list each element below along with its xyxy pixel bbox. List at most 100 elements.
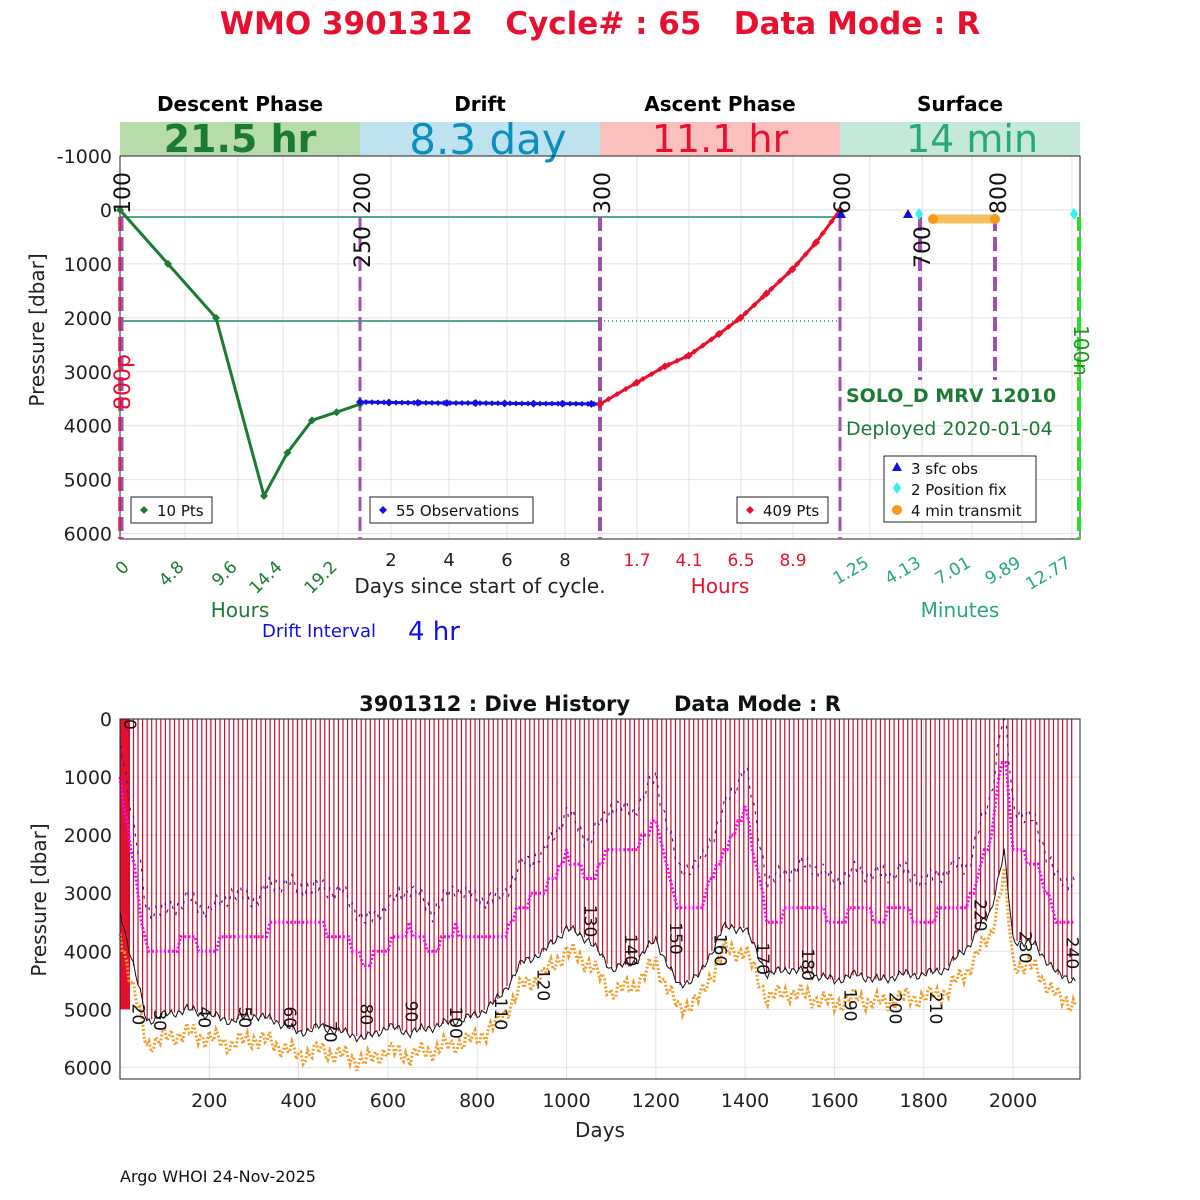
duration-ascent: 11.1 hr	[652, 117, 789, 161]
y-tick-label: -1000	[57, 146, 112, 168]
y-tick-label: 3000	[64, 362, 112, 384]
data-point	[734, 317, 741, 324]
data-point	[648, 371, 655, 378]
phase-name-ascent: Ascent Phase	[644, 92, 795, 116]
data-point	[811, 241, 818, 248]
data-point	[332, 408, 341, 417]
x-tick-surface: 9.89	[982, 553, 1025, 589]
bottom-axes-frame	[119, 718, 1081, 1080]
sfc-obs-marker	[903, 209, 913, 218]
duration-descent: 21.5 hr	[164, 117, 317, 161]
data-point	[489, 400, 495, 407]
y-tick-label: 1000	[64, 254, 112, 276]
drift-max-line	[119, 717, 1077, 925]
data-point	[519, 400, 525, 407]
x-tick-label: 1200	[632, 1090, 680, 1112]
data-point	[212, 313, 220, 322]
data-point	[579, 400, 585, 407]
cycle-label: 140	[620, 934, 640, 966]
data-point	[561, 400, 567, 407]
y-tick-label: 1000	[64, 767, 112, 789]
phase-name-descent: Descent Phase	[157, 92, 323, 116]
unit-label-ascent: Hours	[691, 574, 750, 598]
bottom-y-axis-label: Pressure [dbar]	[27, 823, 51, 976]
x-tick-ascent: 6.5	[727, 551, 754, 571]
unit-label-surface: Minutes	[921, 598, 1000, 622]
top-x-axis-label: Days since start of cycle.	[354, 574, 605, 598]
bottom-x-axis-label: Days	[575, 1118, 625, 1142]
x-tick-descent: 4.8	[155, 557, 188, 590]
cycle-label: 240	[1061, 937, 1081, 969]
legend-descent: 10 Pts	[130, 496, 213, 524]
legend-ascent: 409 Pts	[736, 496, 829, 524]
data-point	[441, 400, 447, 407]
x-tick-drift: 8	[559, 550, 570, 571]
data-point	[828, 218, 835, 225]
marker-600: 600	[831, 172, 856, 214]
phase-name-drift: Drift	[454, 92, 506, 116]
data-point	[785, 269, 792, 276]
data-point	[717, 330, 723, 337]
history-series	[118, 717, 1077, 1072]
cycle-label: 70	[319, 1021, 339, 1043]
data-point	[435, 399, 441, 406]
data-point	[423, 399, 429, 406]
x-tick-surface: 7.01	[932, 553, 975, 589]
data-point	[819, 230, 826, 237]
data-point	[585, 400, 591, 407]
data-point	[507, 400, 513, 407]
data-point	[802, 251, 809, 258]
data-point	[525, 400, 531, 407]
data-point	[777, 277, 783, 284]
x-tick-descent: 14.4	[246, 557, 287, 598]
legend-marker-ascent	[746, 506, 754, 514]
data-point	[429, 399, 435, 406]
cycle-label: 170	[752, 943, 772, 975]
cycle-label: 90	[400, 1001, 420, 1023]
data-point	[447, 400, 453, 407]
cycle-label: 150	[665, 922, 685, 954]
marker-800p: 800p	[111, 354, 136, 410]
cycle-label: 210	[925, 992, 945, 1024]
legend-marker-transmit	[892, 505, 902, 515]
legend-marker-position-fix	[893, 482, 901, 494]
x-tick-descent: 0	[112, 557, 134, 579]
x-tick-label: 2000	[989, 1090, 1037, 1112]
data-point	[567, 400, 573, 407]
cycle-label: 50	[234, 1006, 254, 1028]
cycle-label: 120	[533, 969, 553, 1001]
bottom-x-tick-labels: 200 400 600 800 1000 1200 1400 1600 1800 2000	[191, 1090, 1037, 1112]
cycle-label: 180	[797, 948, 817, 980]
x-tick-surface: 1.25	[830, 553, 873, 589]
x-tick-surface: 4.13	[882, 553, 925, 589]
duration-drift: 8.3 day	[409, 115, 566, 164]
data-point	[794, 260, 801, 267]
series-line-2	[599, 209, 842, 406]
cycle-label: 80	[356, 1004, 376, 1026]
marker-300: 300	[591, 172, 616, 214]
y-tick-label: 2000	[64, 308, 112, 330]
cycle-label: 110	[490, 998, 510, 1030]
x-tick-ascent: 1.7	[623, 551, 650, 571]
data-point	[495, 400, 501, 407]
data-point	[543, 400, 549, 407]
top-panel: Descent Phase Drift Ascent Phase Surface…	[25, 92, 1093, 647]
drift-interval-label: Drift Interval	[262, 621, 376, 642]
cycle-label: 220	[970, 899, 990, 931]
data-point	[363, 399, 369, 406]
y-tick-label: 6000	[64, 524, 112, 546]
cycle-label: 100	[445, 1006, 465, 1038]
cycle-label: 20	[128, 1004, 148, 1026]
cycle-label: 40	[194, 1006, 214, 1028]
data-point	[591, 400, 597, 407]
marker-800: 800	[987, 172, 1012, 214]
x-tick-label: 1800	[900, 1090, 948, 1112]
data-point	[375, 399, 381, 406]
marker-100n: 100n	[1069, 325, 1093, 376]
cycle-label: 0	[119, 719, 139, 730]
legend-marker-drift	[379, 506, 387, 514]
data-point	[605, 396, 612, 403]
data-point	[742, 309, 749, 316]
legend-label-sfc-obs: 3 sfc obs	[911, 460, 978, 478]
data-point	[116, 205, 124, 214]
